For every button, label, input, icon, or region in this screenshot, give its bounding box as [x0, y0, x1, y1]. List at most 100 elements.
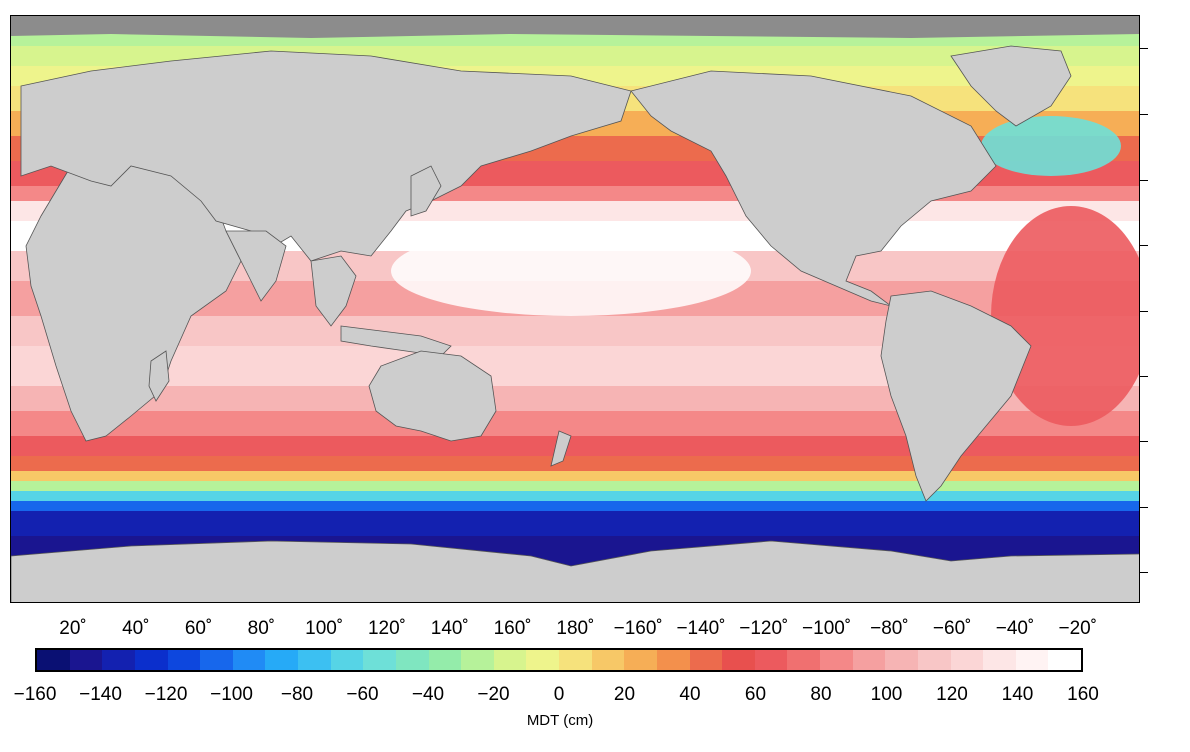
colorbar-cell — [363, 650, 396, 670]
mdt-band — [11, 471, 1139, 481]
colorbar-tick-label: −140 — [79, 684, 122, 705]
colorbar-tick-label: 140 — [1001, 684, 1034, 705]
colorbar-cell — [428, 650, 462, 670]
colorbar-cell — [591, 650, 625, 670]
colorbar-cell — [134, 650, 168, 670]
land-australia — [368, 350, 497, 442]
land-se-asia — [310, 255, 357, 327]
latitude-tick — [1140, 311, 1148, 312]
colorbar-cell — [1048, 650, 1081, 670]
colorbar-tick-label: −20 — [477, 684, 510, 705]
longitude-label: −160˚ — [613, 618, 663, 639]
land-masses — [11, 16, 1139, 602]
longitude-label: −40˚ — [995, 618, 1035, 639]
colorbar-cell — [232, 650, 266, 670]
colorbar-cell — [37, 650, 70, 670]
colorbar-cell — [461, 650, 494, 670]
mdt-atlantic-region — [991, 206, 1139, 426]
latitude-tick — [1140, 114, 1148, 115]
latitude-tick — [1140, 48, 1148, 49]
colorbar-title: MDT (cm) — [526, 712, 594, 729]
colorbar-cell — [559, 650, 592, 670]
colorbar-cell — [69, 650, 103, 670]
colorbar-cell — [917, 650, 951, 670]
latitude-tick — [1140, 180, 1148, 181]
colorbar-tick-label: 0 — [553, 684, 565, 705]
land-greenland — [950, 45, 1072, 127]
land-india — [225, 230, 287, 302]
colorbar-cell — [1015, 650, 1049, 670]
colorbar-tick-label: −100 — [210, 684, 253, 705]
colorbar-tick-label: 100 — [870, 684, 903, 705]
colorbar-cell — [102, 650, 135, 670]
longitude-label: 180˚ — [556, 618, 595, 639]
land-eurasia — [20, 50, 632, 262]
longitude-label: 120˚ — [367, 618, 407, 639]
colorbar-cell — [624, 650, 657, 670]
colorbar-cell — [493, 650, 527, 670]
mdt-band — [11, 456, 1139, 471]
longitude-label: −80˚ — [870, 618, 909, 639]
longitude-label: −100˚ — [802, 618, 852, 639]
colorbar-tick-label: −80 — [280, 684, 314, 705]
colorbar-cell — [265, 650, 298, 670]
mdt-map-svg — [11, 16, 1139, 602]
colorbar-cell — [689, 650, 723, 670]
colorbar-tick-label: −120 — [144, 684, 188, 705]
mdt-band — [11, 481, 1139, 491]
mdt-band — [11, 491, 1139, 501]
colorbar-cell — [298, 650, 331, 670]
land-north-america — [630, 70, 997, 307]
longitude-label: 100˚ — [305, 618, 344, 639]
colorbar-cell — [852, 650, 886, 670]
colorbar-cell — [656, 650, 690, 670]
land-new-zealand — [550, 430, 572, 467]
mdt-pacific-high — [391, 226, 751, 316]
longitude-label: −120˚ — [739, 618, 789, 639]
colorbar-cell — [950, 650, 984, 670]
latitude-tick — [1140, 441, 1148, 442]
longitude-label: 60˚ — [184, 618, 213, 639]
colorbar-cell — [526, 650, 559, 670]
longitude-label: 20˚ — [59, 618, 87, 639]
world-map — [10, 15, 1140, 603]
colorbar-cell — [395, 650, 429, 670]
colorbar-cell — [885, 650, 918, 670]
longitude-label: 80˚ — [247, 618, 276, 639]
longitude-label: 40˚ — [122, 618, 150, 639]
longitude-label: 140˚ — [430, 618, 469, 639]
colorbar-tick-label: 60 — [744, 684, 767, 705]
land-arctic-strip — [11, 16, 1139, 38]
mdt-band — [11, 501, 1139, 511]
colorbar-cell — [754, 650, 788, 670]
longitude-label: −60˚ — [932, 618, 972, 639]
mdt-band — [11, 511, 1139, 536]
colorbar-tick-label: 120 — [936, 684, 968, 705]
colorbar-cell — [820, 650, 853, 670]
colorbar-cell — [200, 650, 233, 670]
colorbar-tick-label: 40 — [679, 684, 701, 705]
colorbar-tick-label: −60 — [346, 684, 379, 705]
colorbar-cell — [167, 650, 201, 670]
colorbar-tick-label: −40 — [411, 684, 445, 705]
colorbar-cell — [722, 650, 755, 670]
colorbar — [35, 648, 1083, 672]
colorbar-tick-label: −160 — [13, 684, 57, 705]
colorbar-cell — [983, 650, 1016, 670]
colorbar-tick-label: 20 — [613, 684, 636, 705]
land-antarctica — [11, 540, 1139, 602]
colorbar-tick-label: 80 — [810, 684, 832, 705]
latitude-tick — [1140, 572, 1148, 573]
longitude-label: −140˚ — [676, 618, 726, 639]
colorbar-cell — [787, 650, 820, 670]
longitude-label: −20˚ — [1058, 618, 1098, 639]
longitude-label: 160˚ — [493, 618, 532, 639]
mdt-north-atlantic-low — [981, 116, 1121, 176]
latitude-tick — [1140, 507, 1148, 508]
latitude-tick — [1140, 376, 1148, 377]
land-japan — [410, 165, 442, 217]
mdt-band — [11, 436, 1139, 456]
land-south-america — [880, 290, 1032, 502]
latitude-tick — [1140, 245, 1148, 246]
land-madagascar — [148, 350, 170, 402]
